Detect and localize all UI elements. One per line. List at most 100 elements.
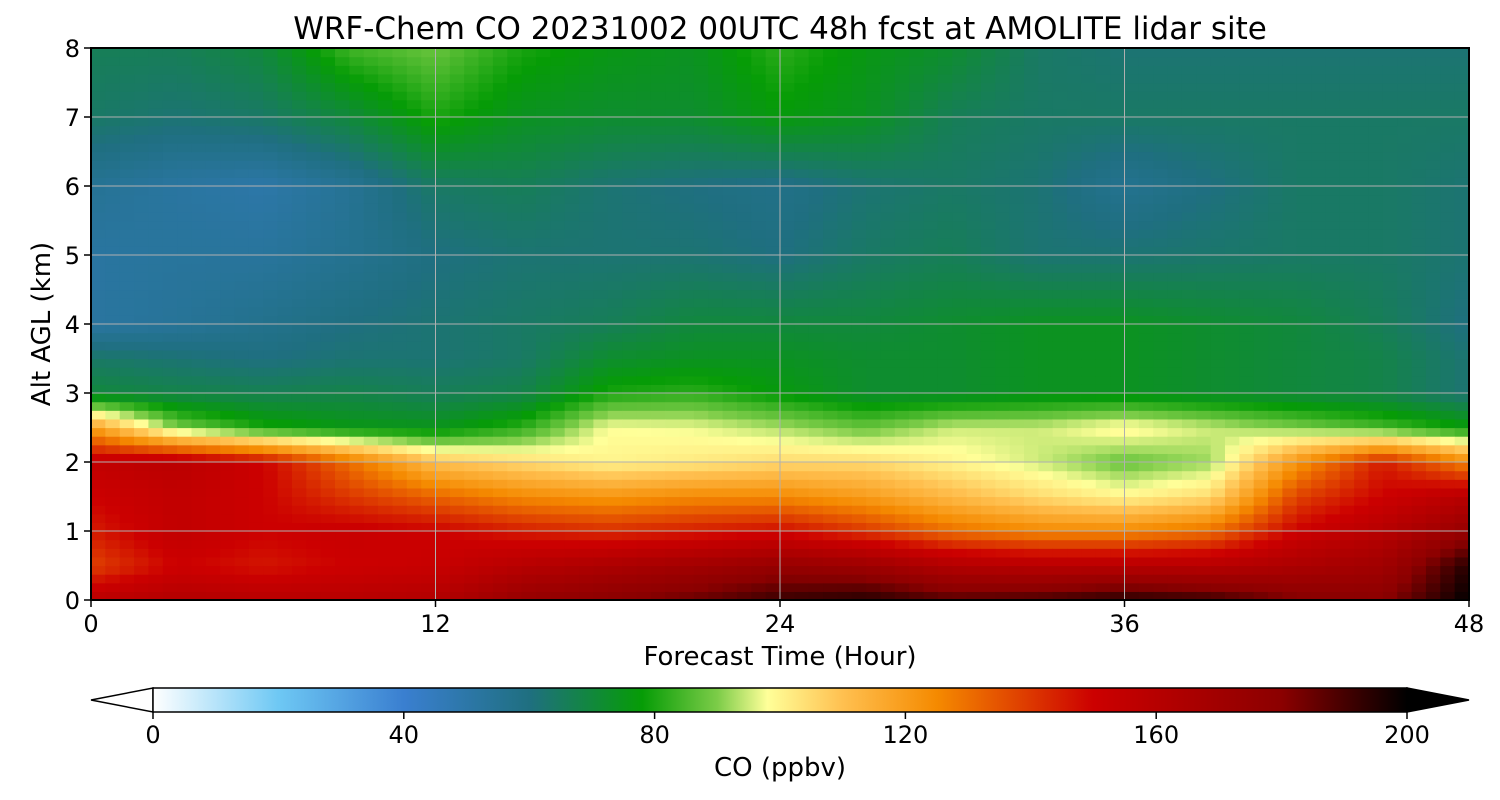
heatmap-cell xyxy=(392,401,408,411)
heatmap-cell xyxy=(335,220,350,230)
heatmap-cell xyxy=(464,531,480,541)
heatmap-cell xyxy=(708,574,724,584)
heatmap-cell xyxy=(622,134,638,144)
heatmap-cell xyxy=(765,531,781,541)
heatmap-cell xyxy=(363,427,379,437)
heatmap-cell xyxy=(579,479,594,489)
heatmap-cell xyxy=(205,470,221,480)
heatmap-cell xyxy=(837,522,853,532)
heatmap-cell xyxy=(550,315,566,325)
heatmap-cell xyxy=(1095,496,1111,506)
heatmap-cell xyxy=(320,324,336,334)
heatmap-cell xyxy=(1081,358,1097,368)
heatmap-cell xyxy=(823,393,839,403)
heatmap-cell xyxy=(464,479,480,489)
heatmap-cell xyxy=(765,220,781,230)
heatmap-cell xyxy=(1067,65,1083,75)
heatmap-cell xyxy=(91,384,106,394)
heatmap-cell xyxy=(1110,203,1126,213)
heatmap-cell xyxy=(679,280,695,291)
heatmap-cell xyxy=(162,462,178,472)
heatmap-cell xyxy=(894,56,910,66)
heatmap-cell xyxy=(708,315,724,325)
heatmap-cell xyxy=(521,211,537,222)
heatmap-cell xyxy=(435,142,451,153)
heatmap-cell xyxy=(722,160,738,170)
heatmap-cell xyxy=(435,582,451,592)
heatmap-cell xyxy=(105,332,121,342)
heatmap-cell xyxy=(1095,418,1111,429)
heatmap-cell xyxy=(263,375,279,385)
heatmap-cell xyxy=(134,470,150,480)
heatmap-cell xyxy=(923,565,939,575)
heatmap-cell xyxy=(980,211,996,222)
heatmap-cell xyxy=(162,505,178,515)
heatmap-cell xyxy=(1196,220,1212,230)
heatmap-cell xyxy=(91,298,106,308)
heatmap-cell xyxy=(622,384,638,394)
heatmap-cell xyxy=(880,324,896,334)
heatmap-cell xyxy=(765,470,781,480)
heatmap-cell xyxy=(593,505,609,515)
heatmap-cell xyxy=(162,384,178,394)
heatmap-cell xyxy=(119,505,135,515)
heatmap-cell xyxy=(1024,341,1039,351)
heatmap-cell xyxy=(392,453,408,463)
heatmap-cell xyxy=(1067,272,1083,282)
heatmap-cell xyxy=(148,375,164,385)
heatmap-cell xyxy=(1181,203,1197,213)
heatmap-cell xyxy=(492,367,508,377)
heatmap-cell xyxy=(550,349,566,360)
heatmap-cell xyxy=(1081,315,1097,325)
heatmap-cell xyxy=(665,246,681,256)
heatmap-cell xyxy=(177,65,193,75)
heatmap-cell xyxy=(952,211,968,222)
heatmap-cell xyxy=(492,194,508,204)
heatmap-cell xyxy=(277,367,293,377)
heatmap-cell xyxy=(1124,427,1140,437)
heatmap-cell xyxy=(665,125,681,135)
heatmap-cell xyxy=(105,591,121,600)
heatmap-cell xyxy=(378,203,394,213)
heatmap-cell xyxy=(306,375,322,385)
heatmap-cell xyxy=(751,444,767,454)
heatmap-cell xyxy=(1052,151,1068,161)
heatmap-cell xyxy=(162,237,178,247)
heatmap-cell xyxy=(263,220,279,230)
heatmap-cell xyxy=(507,117,523,127)
heatmap-cell xyxy=(421,436,437,446)
heatmap-cell xyxy=(808,48,824,58)
heatmap-cell xyxy=(378,194,394,204)
heatmap-cell xyxy=(449,401,465,411)
heatmap-cell xyxy=(823,384,839,394)
heatmap-cell xyxy=(277,444,293,454)
heatmap-cell xyxy=(291,91,307,101)
heatmap-cell xyxy=(593,410,609,420)
heatmap-cell xyxy=(248,418,264,429)
heatmap-cell xyxy=(966,151,982,161)
heatmap-cell xyxy=(91,410,106,420)
heatmap-cell xyxy=(851,91,867,101)
heatmap-cell xyxy=(478,565,494,575)
heatmap-cell xyxy=(105,315,121,325)
heatmap-cell xyxy=(1067,470,1083,480)
heatmap-cell xyxy=(607,582,623,592)
heatmap-cell xyxy=(349,168,365,178)
heatmap-cell xyxy=(478,186,494,196)
heatmap-cell xyxy=(1181,177,1197,187)
heatmap-cell xyxy=(535,427,551,437)
heatmap-cell xyxy=(650,436,666,446)
heatmap-cell xyxy=(191,280,207,291)
heatmap-cell xyxy=(751,91,767,101)
heatmap-cell xyxy=(119,427,135,437)
heatmap-cell xyxy=(435,194,451,204)
heatmap-cell xyxy=(378,513,394,523)
heatmap-cell xyxy=(693,177,709,187)
heatmap-cell xyxy=(248,522,264,532)
heatmap-cell xyxy=(162,496,178,506)
heatmap-cell xyxy=(679,358,695,368)
heatmap-cell xyxy=(1138,255,1154,265)
heatmap-cell xyxy=(234,160,250,170)
heatmap-cell xyxy=(392,418,408,429)
heatmap-cell xyxy=(636,186,652,196)
